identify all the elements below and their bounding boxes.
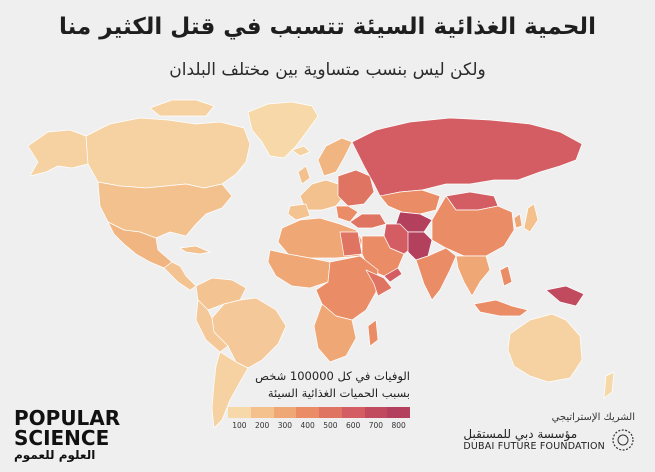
partner-label: الشريك الإستراتيجي [551, 412, 635, 423]
southern-africa [313, 303, 357, 363]
india [415, 247, 457, 301]
logo-line-arabic: العلوم للعموم [14, 448, 96, 462]
legend-swatch-100 [228, 407, 251, 418]
logo-line-popular: POPULAR [14, 406, 121, 430]
legend-title-line1: الوفيات في كل 100000 شخص [255, 369, 410, 383]
horn-of-africa [365, 269, 393, 297]
indonesia [473, 299, 529, 317]
new-zealand [603, 371, 615, 399]
dff-arabic-name: مؤسسة دبي للمستقبل [463, 427, 578, 441]
legend-title-line2: بسبب الحميات الغذائية السيئة [267, 386, 410, 400]
legend-color-bar [228, 407, 410, 418]
legend-swatch-600 [341, 407, 365, 418]
uk [297, 165, 311, 185]
legend-ticks: 100 200 300 400 500 600 700 800 [228, 421, 410, 430]
dff-english-name: DUBAI FUTURE FOUNDATION [463, 441, 605, 452]
russia [351, 117, 583, 197]
southeast-asia [455, 255, 491, 297]
australia [507, 313, 583, 383]
legend-tick-label: 500 [323, 421, 338, 430]
kazakhstan [379, 189, 441, 215]
peru-bolivia [195, 299, 229, 353]
logo-line-science: SCIENCE [14, 426, 110, 450]
argentina-chile [211, 351, 249, 429]
legend-tick-label: 600 [345, 421, 361, 430]
korea [513, 213, 523, 229]
page-title: الحمية الغذائية السيئة تتسبب في قتل الكث… [59, 14, 596, 40]
greenland [247, 101, 319, 159]
iberia [287, 203, 311, 221]
legend-swatch-800 [387, 407, 410, 418]
popular-science-logo: POPULAR SCIENCE العلوم للعموم [14, 408, 120, 462]
legend-title: الوفيات في كل 100000 شخص بسبب الحميات ال… [228, 368, 410, 402]
legend-tick-label: 300 [277, 421, 293, 430]
legend-swatch-300 [273, 407, 297, 418]
legend-tick-label: 800 [391, 421, 406, 430]
philippines [499, 265, 513, 287]
west-africa [267, 249, 331, 289]
legend-tick-label: 200 [254, 421, 270, 430]
japan [523, 203, 539, 233]
central-america [163, 261, 197, 291]
balkans [335, 205, 359, 223]
madagascar [367, 319, 379, 347]
dff-emblem-icon [612, 429, 634, 451]
turkey [349, 213, 387, 229]
alaska [27, 129, 89, 177]
canada [85, 117, 251, 189]
legend-swatch-200 [250, 407, 274, 418]
legend-tick-label: 100 [232, 421, 247, 430]
eastern-europe [337, 169, 375, 207]
legend-swatch-400 [296, 407, 319, 418]
papua-new-guinea [545, 285, 585, 307]
canada-islands [149, 99, 215, 117]
scandinavia [317, 137, 353, 177]
iceland [291, 145, 311, 157]
egypt [339, 231, 363, 257]
legend-swatch-500 [319, 407, 342, 418]
cuba [179, 245, 211, 255]
legend-tick-label: 400 [300, 421, 315, 430]
legend: الوفيات في كل 100000 شخص بسبب الحميات ال… [228, 368, 418, 430]
legend-swatch-700 [364, 407, 388, 418]
yemen [383, 267, 403, 283]
dubai-future-foundation-logo: الشريك الإستراتيجي مؤسسة دبي للمستقبل DU… [445, 412, 635, 453]
page-subtitle: ولكن ليس بنسب متساوية بين مختلف البلدان [169, 60, 486, 80]
legend-tick-label: 700 [368, 421, 384, 430]
